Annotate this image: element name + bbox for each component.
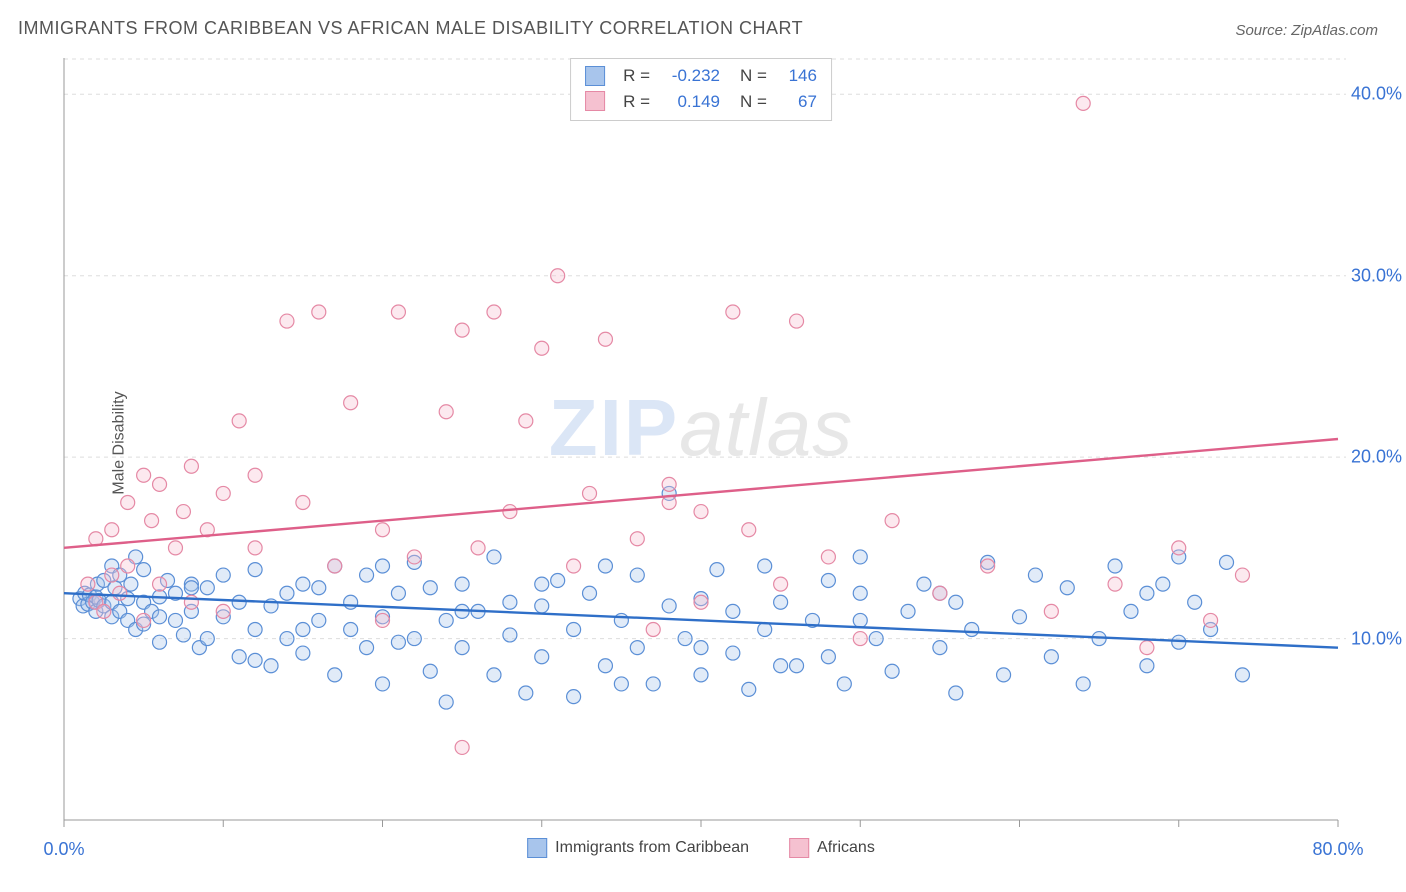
legend-label-africans: Africans	[817, 839, 875, 856]
source-attribution: Source: ZipAtlas.com	[1235, 22, 1378, 39]
legend-item-africans: Africans	[789, 838, 875, 858]
y-tick-label: 30.0%	[1351, 265, 1402, 286]
y-tick-label: 10.0%	[1351, 628, 1402, 649]
correlation-stats-box: R = -0.232 N = 146 R = 0.149 N = 67	[570, 58, 832, 121]
stat-r-africans: 0.149	[660, 89, 720, 115]
stat-r-label: R =	[623, 63, 650, 89]
x-tick-label: 80.0%	[1312, 839, 1363, 860]
legend-item-caribbean: Immigrants from Caribbean	[527, 838, 749, 858]
legend-label-caribbean: Immigrants from Caribbean	[555, 839, 749, 856]
stats-row-caribbean: R = -0.232 N = 146	[585, 63, 817, 89]
scatter-chart	[56, 58, 1346, 828]
stat-n-label: N =	[740, 89, 767, 115]
stats-row-africans: R = 0.149 N = 67	[585, 89, 817, 115]
stat-n-label: N =	[740, 63, 767, 89]
stat-r-caribbean: -0.232	[660, 63, 720, 89]
stat-r-label: R =	[623, 89, 650, 115]
stat-n-africans: 67	[777, 89, 817, 115]
x-tick-label: 0.0%	[43, 839, 84, 860]
swatch-caribbean	[585, 66, 605, 86]
swatch-caribbean-icon	[527, 838, 547, 858]
plot-area: Male Disability ZIPatlas R = -0.232 N = …	[56, 58, 1346, 828]
stat-n-caribbean: 146	[777, 63, 817, 89]
y-tick-label: 20.0%	[1351, 447, 1402, 468]
chart-title: IMMIGRANTS FROM CARIBBEAN VS AFRICAN MAL…	[18, 18, 803, 39]
swatch-africans-icon	[789, 838, 809, 858]
bottom-legend: Immigrants from Caribbean Africans	[527, 838, 875, 858]
swatch-africans	[585, 91, 605, 111]
y-tick-label: 40.0%	[1351, 84, 1402, 105]
